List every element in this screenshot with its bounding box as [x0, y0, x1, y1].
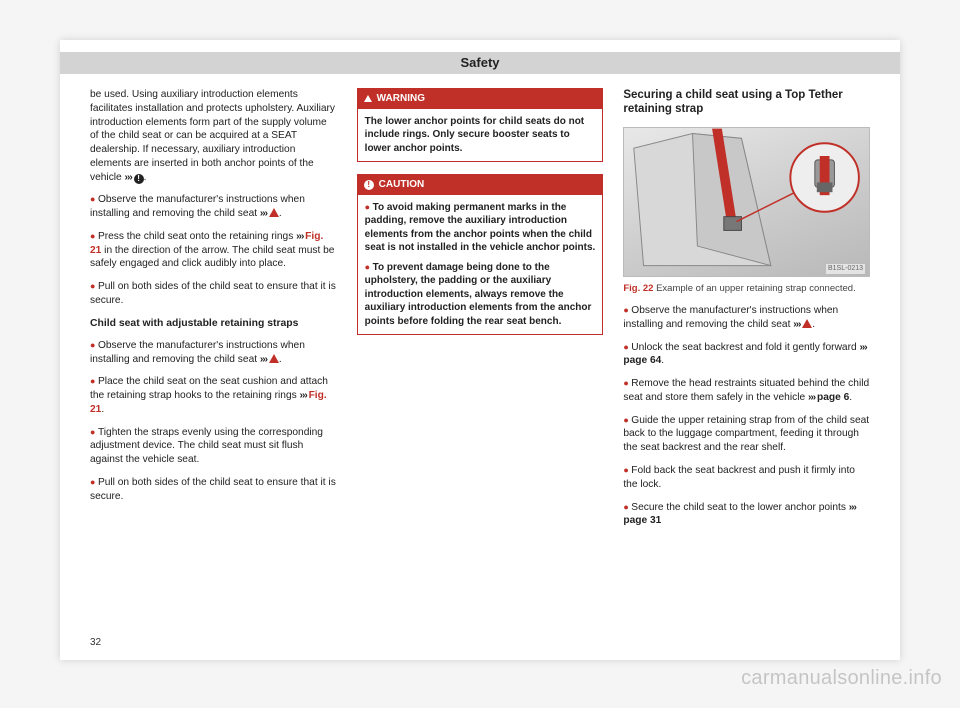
heading-top-tether: Securing a child seat using a Top Tether… [623, 88, 870, 117]
bullet-observe-1: Observe the manufacturer's instructions … [90, 193, 337, 221]
xref-warn [260, 354, 279, 365]
section-title: Safety [460, 55, 499, 70]
figure-label: Fig. 22 [623, 283, 653, 294]
caution-head: ! CAUTION [358, 175, 603, 195]
xref-warn [260, 208, 279, 219]
bullet-remove-headrest: Remove the head restraints situated behi… [623, 377, 870, 405]
bullet-fold-back: Fold back the seat backrest and push it … [623, 464, 870, 492]
bullet-text: Tighten the straps evenly using the corr… [90, 427, 323, 466]
caution-bullet-1: To avoid making permanent marks in the p… [365, 201, 596, 255]
caution-label: CAUTION [379, 178, 425, 192]
xref-page6: page 6 [808, 392, 849, 403]
xref-warn [793, 319, 812, 330]
warning-box: WARNING The lower anchor points for chil… [357, 88, 604, 162]
info-icon: ! [134, 174, 144, 184]
bullet-text: Fold back the seat backrest and push it … [623, 465, 855, 490]
bullet-observe-2: Observe the manufacturer's instructions … [90, 339, 337, 367]
column-3: Securing a child seat using a Top Tether… [623, 88, 870, 624]
intro-text: be used. Using auxiliary introduction el… [90, 89, 335, 183]
column-2: WARNING The lower anchor points for chil… [357, 88, 604, 624]
watermark: carmanualsonline.info [741, 667, 942, 690]
warning-triangle-icon [269, 354, 279, 363]
section-header: Safety [60, 52, 900, 74]
bullet-text-cont: . [101, 404, 104, 415]
warning-triangle-icon [802, 319, 812, 328]
figure-caption-text: Example of an upper retaining strap conn… [653, 283, 855, 294]
bullet-text-cont: . [849, 392, 852, 403]
warning-label: WARNING [377, 92, 425, 106]
bullet-text: Press the child seat onto the retaining … [98, 231, 296, 242]
column-1: be used. Using auxiliary introduction el… [90, 88, 337, 624]
bullet-pull-1: Pull on both sides of the child seat to … [90, 280, 337, 308]
bullet-observe-3: Observe the manufacturer's instructions … [623, 304, 870, 332]
bullet-text: Guide the upper retaining strap from of … [623, 415, 869, 454]
xref-info: ! [125, 172, 144, 183]
bullet-text-cont: . [661, 355, 664, 366]
bullet-text: Pull on both sides of the child seat to … [90, 281, 336, 306]
intro-paragraph: be used. Using auxiliary introduction el… [90, 88, 337, 184]
bullet-secure-lower: Secure the child seat to the lower ancho… [623, 501, 870, 529]
bullet-text: Place the child seat on the seat cushion… [90, 376, 328, 401]
figure-code: B1SL-0213 [826, 264, 865, 273]
page-number: 32 [90, 637, 101, 648]
subheading-adjustable: Child seat with adjustable retaining str… [90, 317, 337, 331]
bullet-text: Pull on both sides of the child seat to … [90, 477, 336, 502]
figure-22-illustration [624, 128, 869, 276]
bullet-text-cont: in the direction of the arrow. The child… [90, 245, 334, 270]
bullet-text: Unlock the seat backrest and fold it gen… [631, 342, 859, 353]
caution-text: To prevent damage being done to the upho… [365, 262, 592, 327]
warning-triangle-icon [364, 95, 372, 102]
caution-bullet-2: To prevent damage being done to the upho… [365, 261, 596, 329]
bullet-unlock: Unlock the seat backrest and fold it gen… [623, 341, 870, 369]
bullet-place: Place the child seat on the seat cushion… [90, 375, 337, 416]
bullet-press: Press the child seat onto the retaining … [90, 230, 337, 271]
caution-text: To avoid making permanent marks in the p… [365, 202, 596, 254]
figure-22-caption: Fig. 22 Example of an upper retaining st… [623, 283, 870, 295]
warning-body: The lower anchor points for child seats … [358, 109, 603, 162]
caution-circle-icon: ! [364, 180, 374, 190]
columns: be used. Using auxiliary introduction el… [90, 88, 870, 624]
figure-22: B1SL-0213 [623, 127, 870, 277]
warning-triangle-icon [269, 208, 279, 217]
warning-text: The lower anchor points for child seats … [365, 115, 596, 156]
warning-head: WARNING [358, 89, 603, 109]
bullet-guide-strap: Guide the upper retaining strap from of … [623, 414, 870, 455]
bullet-tighten: Tighten the straps evenly using the corr… [90, 426, 337, 467]
bullet-pull-2: Pull on both sides of the child seat to … [90, 476, 337, 504]
caution-body: To avoid making permanent marks in the p… [358, 195, 603, 335]
caution-box: ! CAUTION To avoid making permanent mark… [357, 174, 604, 335]
bullet-text: Secure the child seat to the lower ancho… [631, 502, 848, 513]
manual-page: Safety be used. Using auxiliary introduc… [60, 40, 900, 660]
